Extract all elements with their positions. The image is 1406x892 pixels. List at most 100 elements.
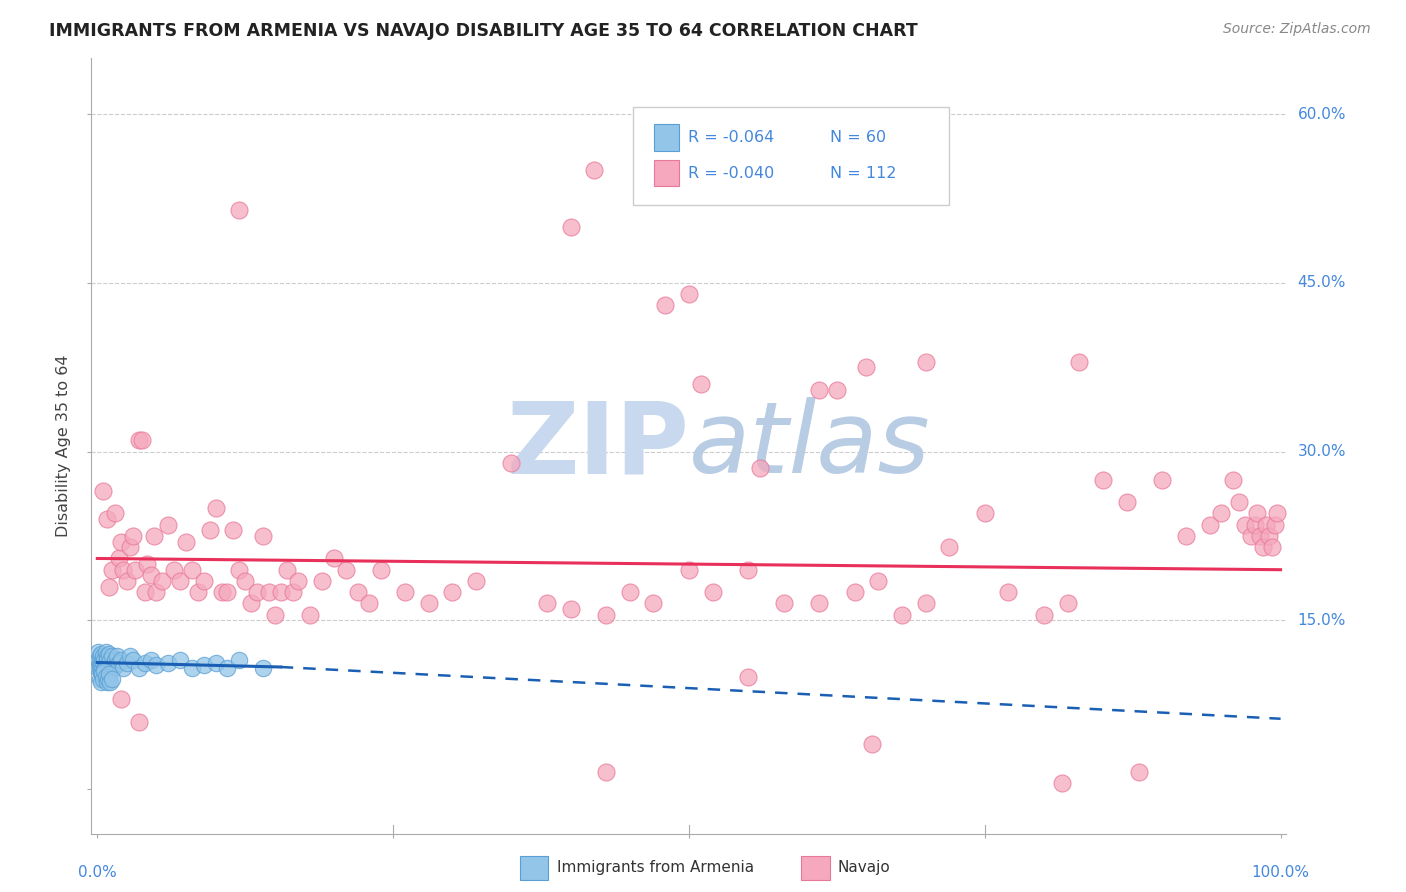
Point xyxy=(91,653,114,667)
Point xyxy=(101,660,124,674)
Point xyxy=(844,585,866,599)
Point xyxy=(94,656,117,670)
Point xyxy=(1234,517,1257,532)
Point xyxy=(689,377,711,392)
Point xyxy=(87,660,110,674)
Point xyxy=(240,597,263,611)
Point xyxy=(193,574,215,588)
Point xyxy=(1152,473,1174,487)
Point xyxy=(217,585,239,599)
Point xyxy=(890,607,912,622)
Text: Source: ZipAtlas.com: Source: ZipAtlas.com xyxy=(1223,22,1371,37)
Point xyxy=(115,574,138,588)
Point xyxy=(973,507,995,521)
Point xyxy=(228,563,250,577)
Point xyxy=(1198,517,1220,532)
Text: 60.0%: 60.0% xyxy=(1298,107,1346,121)
Text: Immigrants from Armenia: Immigrants from Armenia xyxy=(557,861,754,875)
Point xyxy=(128,714,150,729)
Point xyxy=(1115,495,1137,509)
Point xyxy=(145,658,167,673)
Text: 100.0%: 100.0% xyxy=(1251,864,1309,880)
Point xyxy=(217,660,239,674)
Point xyxy=(134,585,156,599)
Point xyxy=(1227,495,1250,509)
Point xyxy=(560,602,582,616)
Point xyxy=(89,660,111,674)
Point xyxy=(121,529,143,543)
Point xyxy=(263,607,285,622)
Point xyxy=(139,568,162,582)
Point xyxy=(104,507,127,521)
Point xyxy=(87,645,110,659)
Point xyxy=(105,658,128,673)
Point xyxy=(110,692,132,706)
Y-axis label: Disability Age 35 to 64: Disability Age 35 to 64 xyxy=(56,355,72,537)
Point xyxy=(107,551,129,566)
Point xyxy=(1050,776,1073,790)
Point xyxy=(595,607,617,622)
Point xyxy=(98,667,121,681)
Point xyxy=(1222,473,1244,487)
Point xyxy=(808,597,831,611)
Point xyxy=(1246,507,1268,521)
Point xyxy=(276,563,298,577)
Text: R = -0.064: R = -0.064 xyxy=(688,130,773,145)
Point xyxy=(595,765,617,780)
Point xyxy=(97,660,120,674)
Point xyxy=(198,524,221,538)
Point xyxy=(1261,540,1284,554)
Point xyxy=(299,607,322,622)
Point xyxy=(643,597,665,611)
Point xyxy=(93,664,115,678)
Point xyxy=(1265,507,1288,521)
Point xyxy=(91,667,114,681)
Point xyxy=(335,563,357,577)
Point xyxy=(914,354,936,368)
Point xyxy=(150,574,173,588)
Point xyxy=(90,658,112,673)
Point xyxy=(418,597,440,611)
Point xyxy=(501,456,523,470)
Point xyxy=(134,656,156,670)
Point xyxy=(128,660,150,674)
Point xyxy=(98,675,121,690)
Point xyxy=(163,563,186,577)
Point xyxy=(103,656,125,670)
Point xyxy=(145,585,167,599)
Point xyxy=(110,534,132,549)
Point xyxy=(228,202,250,217)
Point xyxy=(737,669,759,683)
Point xyxy=(107,656,129,670)
Point xyxy=(90,664,112,678)
Text: N = 60: N = 60 xyxy=(830,130,886,145)
Point xyxy=(110,653,132,667)
Point xyxy=(311,574,333,588)
Point xyxy=(1240,529,1263,543)
Point xyxy=(536,597,558,611)
Point xyxy=(855,360,877,375)
Point xyxy=(860,737,883,751)
Text: N = 112: N = 112 xyxy=(830,166,896,180)
Point xyxy=(98,656,121,670)
Point xyxy=(997,585,1019,599)
Point xyxy=(100,672,122,686)
Point xyxy=(112,660,135,674)
Point xyxy=(1032,607,1054,622)
Point xyxy=(772,597,794,611)
Point xyxy=(96,649,118,664)
Point xyxy=(748,461,770,475)
Point xyxy=(115,656,138,670)
Point xyxy=(128,434,150,448)
Point xyxy=(97,658,120,673)
Point xyxy=(1174,529,1197,543)
Point xyxy=(131,434,153,448)
Text: R = -0.040: R = -0.040 xyxy=(688,166,773,180)
Point xyxy=(938,540,960,554)
Point xyxy=(98,580,121,594)
Point xyxy=(287,574,309,588)
Text: IMMIGRANTS FROM ARMENIA VS NAVAJO DISABILITY AGE 35 TO 64 CORRELATION CHART: IMMIGRANTS FROM ARMENIA VS NAVAJO DISABI… xyxy=(49,22,918,40)
Point xyxy=(441,585,464,599)
Point xyxy=(89,649,111,664)
Point xyxy=(187,585,209,599)
